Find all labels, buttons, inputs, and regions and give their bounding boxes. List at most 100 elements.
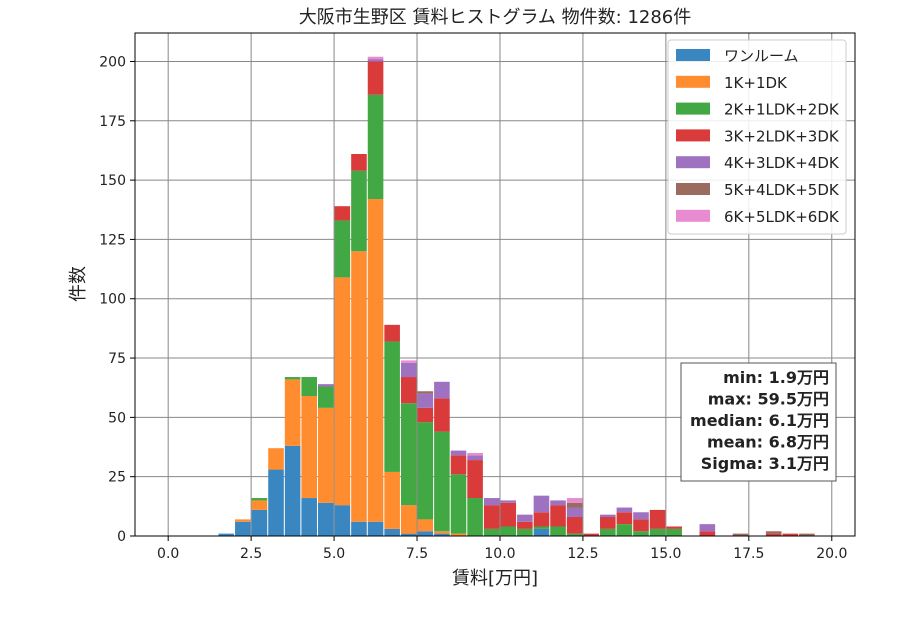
- bar-segment-s3-bin33: [765, 533, 782, 536]
- bar-segment-s1-bin11: [400, 505, 417, 534]
- legend-swatch: [676, 156, 710, 169]
- legend-label: 1K+1DK: [724, 74, 788, 92]
- bar-segment-s2-bin17: [500, 526, 517, 536]
- legend-swatch: [676, 183, 710, 195]
- bar-segment-s1-bin4: [284, 379, 301, 446]
- bar-segment-s0-bin10: [384, 528, 400, 536]
- bar-segment-s2-bin11: [400, 403, 417, 506]
- y-tick-label: 75: [108, 351, 126, 367]
- bar-segment-s3-bin34: [782, 533, 799, 536]
- bar-segment-s6-bin9: [367, 56, 384, 60]
- bar-segment-s3-bin20: [550, 505, 566, 527]
- bar-segment-s0-bin7: [334, 505, 351, 536]
- bar-segment-s2-bin26: [649, 528, 666, 536]
- bar-segment-s0-bin1: [235, 521, 251, 536]
- bar-segment-s2-bin13: [434, 431, 450, 532]
- legend-label: 2K+1LDK+2DK: [724, 101, 840, 119]
- legend-label: ワンルーム: [724, 47, 799, 65]
- bar-segment-s4-bin19: [533, 495, 550, 513]
- stats-line: mean: 6.8万円: [707, 433, 829, 452]
- bar-segment-s2-bin19: [533, 526, 550, 529]
- x-tick-label: 0.0: [157, 546, 179, 562]
- bar-segment-s3-bin23: [600, 517, 616, 529]
- bar-segment-s2-bin14: [450, 474, 467, 534]
- x-tick-label: 10.0: [484, 546, 515, 562]
- x-tick-label: 2.5: [240, 546, 262, 562]
- y-tick-label: 175: [99, 114, 126, 130]
- bar-segment-s4-bin9: [367, 59, 384, 62]
- bar-segment-s5-bin35: [799, 533, 815, 536]
- y-tick-label: 200: [99, 54, 126, 70]
- bar-segment-s1-bin10: [384, 471, 400, 529]
- y-tick-label: 25: [108, 470, 126, 486]
- bar-segment-s2-bin5: [301, 377, 317, 397]
- bar-segment-s2-bin15: [467, 498, 483, 536]
- bar-segment-s3-bin9: [367, 61, 384, 95]
- y-tick-label: 150: [99, 173, 126, 189]
- bar-segment-s3-bin7: [334, 206, 351, 221]
- x-axis-ticks: 0.0 2.5 5.0 7.5 10.0 12.5 15.0 17.5 20.0: [157, 536, 847, 562]
- bar-segment-s3-bin18: [517, 521, 533, 529]
- bar-segment-s3-bin11: [400, 377, 417, 404]
- bar-segment-s4-bin17: [500, 500, 517, 503]
- bar-segment-s3-bin8: [351, 154, 367, 171]
- bar-segment-s5-bin31: [732, 533, 749, 536]
- bar-segment-s4-bin18: [517, 514, 533, 522]
- bar-segment-s3-bin17: [500, 502, 517, 527]
- bar-segment-s4-bin20: [550, 500, 566, 506]
- bar-segment-s2-bin25: [633, 531, 649, 536]
- x-tick-label: 17.5: [733, 546, 764, 562]
- bar-segment-s4-bin23: [600, 514, 616, 518]
- bar-segment-s2-bin27: [666, 528, 682, 536]
- bar-segment-s2-bin23: [600, 528, 616, 536]
- bar-segment-s0-bin9: [367, 521, 384, 536]
- stats-line: Sigma: 3.1万円: [701, 454, 829, 473]
- stats-line: min: 1.9万円: [723, 368, 829, 387]
- bar-segment-s3-bin14: [450, 455, 467, 475]
- bar-segment-s3-bin10: [384, 324, 400, 342]
- bar-segment-s1-bin6: [317, 407, 334, 503]
- bar-segment-s1-bin12: [417, 519, 434, 532]
- legend-label: 3K+2LDK+3DK: [724, 127, 840, 145]
- bar-segment-s3-bin15: [467, 460, 483, 499]
- bar-segment-s1-bin7: [334, 277, 351, 506]
- bar-segment-s4-bin6: [317, 384, 334, 387]
- bar-segment-s2-bin20: [550, 526, 566, 536]
- legend-label: 4K+3LDK+4DK: [724, 154, 840, 172]
- bar-segment-s2-bin6: [317, 386, 334, 408]
- bar-segment-s6-bin11: [400, 360, 417, 363]
- bar-segment-s5-bin21: [566, 502, 583, 508]
- x-tick-label: 7.5: [406, 546, 428, 562]
- bar-segment-s1-bin9: [367, 199, 384, 522]
- bar-segment-s6-bin21: [566, 498, 583, 503]
- x-axis-title: 賃料[万円]: [452, 568, 538, 589]
- bar-segment-s4-bin13: [434, 381, 450, 399]
- stats-frame: [680, 362, 837, 482]
- bar-segment-s2-bin2: [251, 498, 268, 501]
- x-tick-label: 20.0: [816, 546, 847, 562]
- legend-frame: [667, 39, 847, 235]
- bar-segment-s0-bin6: [317, 502, 334, 536]
- bar-segment-s2-bin24: [616, 524, 633, 536]
- bar-segment-s1-bin3: [268, 448, 284, 470]
- bars: [218, 56, 815, 536]
- bar-segment-s1-bin2: [251, 500, 268, 510]
- bar-segment-s2-bin10: [384, 341, 400, 472]
- bar-segment-s4-bin11: [400, 362, 417, 378]
- x-tick-label: 5.0: [323, 546, 345, 562]
- bar-segment-s0-bin0: [218, 533, 235, 536]
- bar-segment-s2-bin7: [334, 220, 351, 278]
- legend-swatch: [676, 102, 710, 115]
- bar-segment-s2-bin18: [517, 528, 533, 536]
- bar-segment-s3-bin22: [583, 533, 600, 536]
- stats-box: min: 1.9万円 max: 59.5万円 median: 6.1万円 mean: …: [680, 362, 837, 482]
- bar-segment-s3-bin29: [699, 531, 716, 536]
- y-axis-title: 件数: [68, 266, 89, 302]
- legend-swatch: [676, 129, 710, 142]
- bar-segment-s3-bin21: [566, 517, 583, 534]
- bar-segment-s3-bin26: [649, 509, 666, 529]
- bar-segment-s1-bin14: [450, 533, 467, 536]
- legend-label: 6K+5LDK+6DK: [724, 208, 840, 226]
- bar-segment-s3-bin24: [616, 512, 633, 525]
